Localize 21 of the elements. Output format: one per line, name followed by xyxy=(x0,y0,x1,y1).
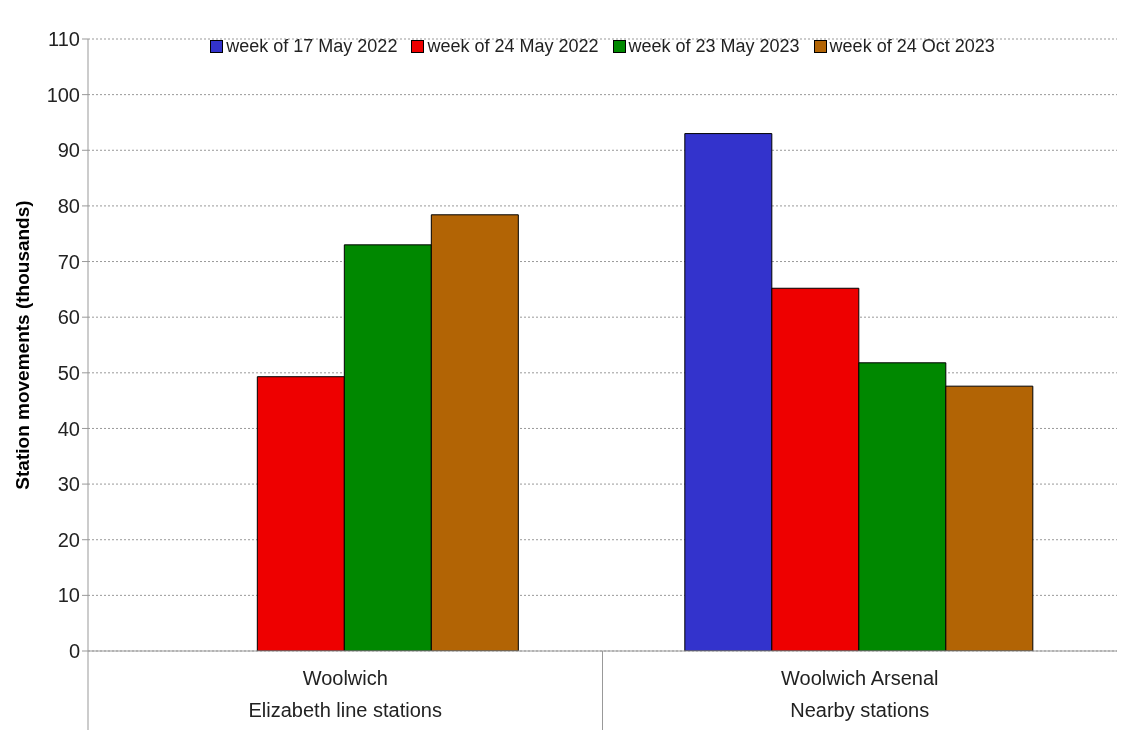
y-tick-label: 40 xyxy=(57,417,80,440)
y-tick-label: 110 xyxy=(48,28,80,51)
legend-label: week of 17 May 2022 xyxy=(225,36,398,57)
legend-label: week of 24 Oct 2023 xyxy=(828,36,995,57)
x-tick-label: Woolwich xyxy=(302,667,388,689)
y-tick-label: 100 xyxy=(46,83,80,106)
y-tick-label: 0 xyxy=(68,640,80,663)
text: Elizabeth line stations xyxy=(248,699,442,721)
y-tick-label: 30 xyxy=(57,473,80,496)
y-tick-label: 20 xyxy=(57,528,80,551)
y-tick-label: 10 xyxy=(57,584,80,607)
x-tick-label: Woolwich Arsenal xyxy=(781,667,939,689)
y-tick-label: 80 xyxy=(57,195,80,218)
legend-label: week of 23 May 2023 xyxy=(627,36,800,57)
y-tick-label: 70 xyxy=(57,250,80,273)
y-tick-label: 90 xyxy=(57,139,80,162)
text: Nearby stations xyxy=(790,699,930,721)
legend-label: week of 24 May 2022 xyxy=(426,36,599,57)
y-tick-label: 60 xyxy=(57,306,80,329)
y-tick-label: 50 xyxy=(57,361,80,384)
y-axis-title: Station movements (thousands) xyxy=(11,200,33,490)
